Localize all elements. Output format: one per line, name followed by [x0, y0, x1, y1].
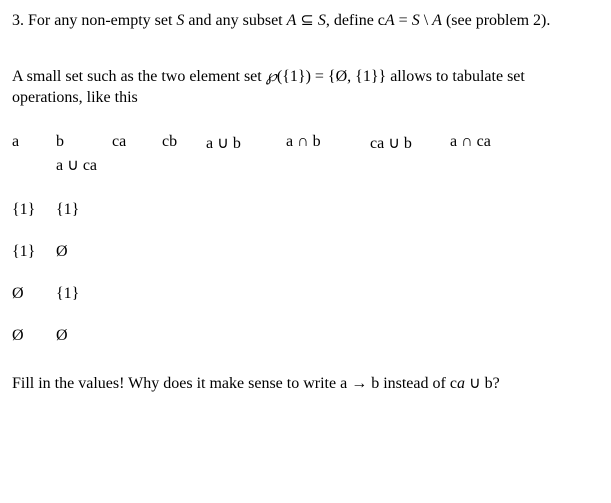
col-anca: a ∩ ca: [450, 133, 510, 155]
col-caub: ca ∪ b: [370, 133, 450, 155]
footer-question: Fill in the values! Why does it make sen…: [12, 373, 599, 395]
cell-a: {1}: [12, 219, 56, 261]
operations-table: a b ca cb a ∪ b a ∩ b ca ∪ b a ∩ ca a ∪ …: [12, 133, 510, 345]
col-cb: cb: [162, 133, 206, 155]
col-ca: ca: [112, 133, 162, 155]
col-aub: a ∪ b: [206, 133, 286, 155]
problem-number: 3.: [12, 12, 24, 29]
cell-b: {1}: [56, 177, 112, 219]
table-row: {1} {1}: [12, 177, 510, 219]
table-row: {1} Ø: [12, 219, 510, 261]
col-a: a: [12, 133, 56, 155]
table-header-row: a b ca cb a ∪ b a ∩ b ca ∪ b a ∩ ca: [12, 133, 510, 155]
table-header-row-2: a ∪ ca: [12, 155, 510, 177]
col-anb: a ∩ b: [286, 133, 370, 155]
cell-a: {1}: [12, 177, 56, 219]
problem-statement: 3. For any non-empty set S and any subse…: [12, 10, 599, 32]
col-auca: a ∪ ca: [56, 155, 112, 177]
col-b: b: [56, 133, 112, 155]
cell-a: Ø: [12, 303, 56, 345]
intro-text: A small set such as the two element set …: [12, 66, 599, 109]
cell-b: {1}: [56, 261, 112, 303]
table-row: Ø {1}: [12, 261, 510, 303]
cell-b: Ø: [56, 219, 112, 261]
cell-a: Ø: [12, 261, 56, 303]
cell-b: Ø: [56, 303, 112, 345]
table-row: Ø Ø: [12, 303, 510, 345]
